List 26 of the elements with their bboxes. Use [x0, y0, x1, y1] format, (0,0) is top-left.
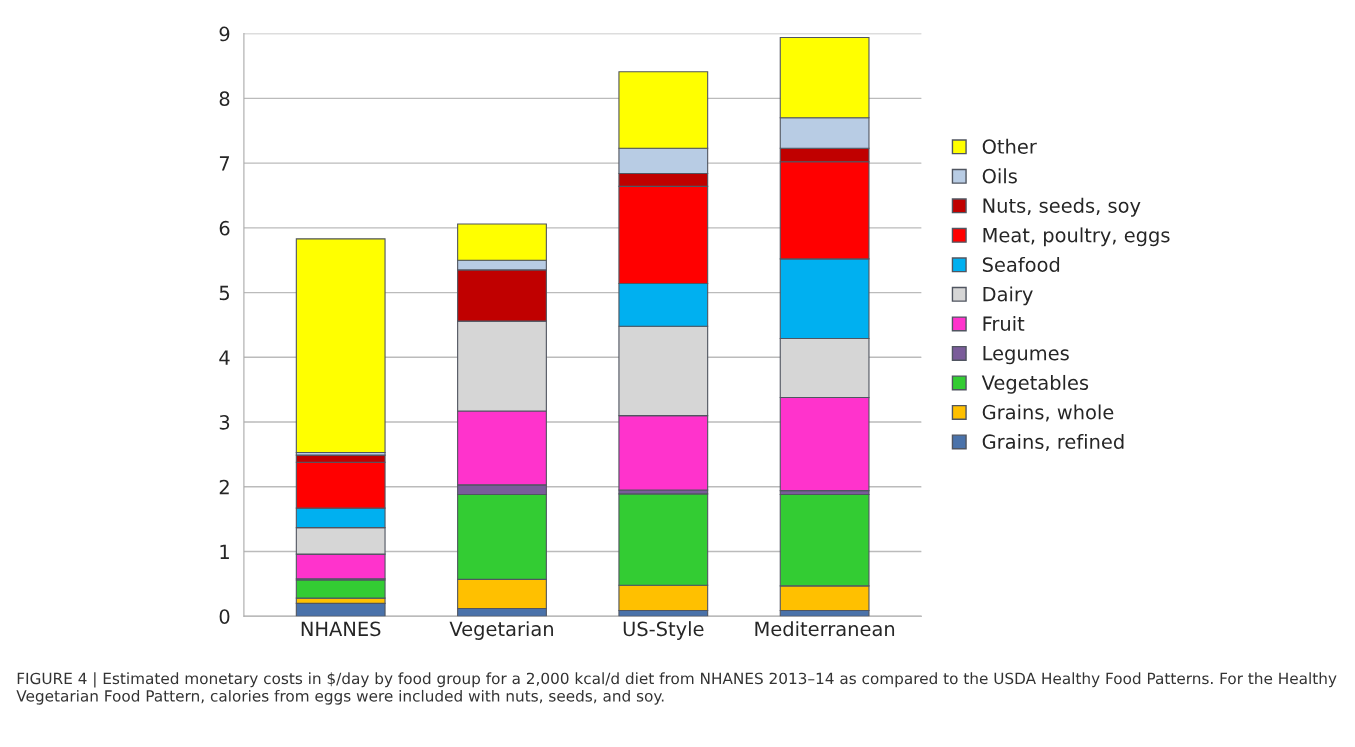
y-tick-label: 9	[219, 26, 230, 42]
x-tick-label: US-Style	[623, 621, 704, 640]
x-tick-label: Mediterranean	[755, 621, 895, 637]
legend-label: Nuts, seeds, soy	[983, 197, 1141, 217]
legend-label: Grains, whole	[982, 404, 1114, 422]
legend-label: Grains, refined	[982, 433, 1124, 451]
legend-label: Vegetables	[981, 374, 1089, 394]
y-tick-label: 8	[219, 91, 230, 107]
y-tick-label: 2	[219, 479, 229, 495]
legend-label: Fruit	[983, 315, 1025, 331]
y-tick-label: 3	[219, 415, 230, 430]
y-tick-label: 7	[219, 156, 230, 171]
x-tick-label: Vegetarian	[449, 621, 553, 640]
legend-label: Legumes	[983, 346, 1069, 365]
y-tick-label: 5	[219, 285, 230, 301]
y-tick-label: 6	[219, 220, 230, 236]
legend-label: Other	[982, 138, 1037, 154]
legend-label: Seafood	[982, 256, 1060, 272]
x-tick-label: NHANES	[301, 621, 381, 637]
legend-label: Dairy	[983, 286, 1033, 306]
legend-label: Oils	[982, 168, 1017, 184]
y-tick-label: 0	[219, 609, 230, 624]
caption: FIGURE 4 | Estimated monetary costs in $/day by food group for a 2,000 kcal/d diet from NHANES 2013–14 as compared to the USDA Healthy Food Patterns. For the Healthy Vegetarian Food Pattern, calories from eggs were included with nuts, seeds, and soy.	[16, 672, 1337, 705]
y-tick-label: 4	[219, 350, 230, 365]
legend-label: Meat, poultry, eggs	[983, 227, 1170, 247]
y-tick-label: 1	[220, 544, 229, 559]
